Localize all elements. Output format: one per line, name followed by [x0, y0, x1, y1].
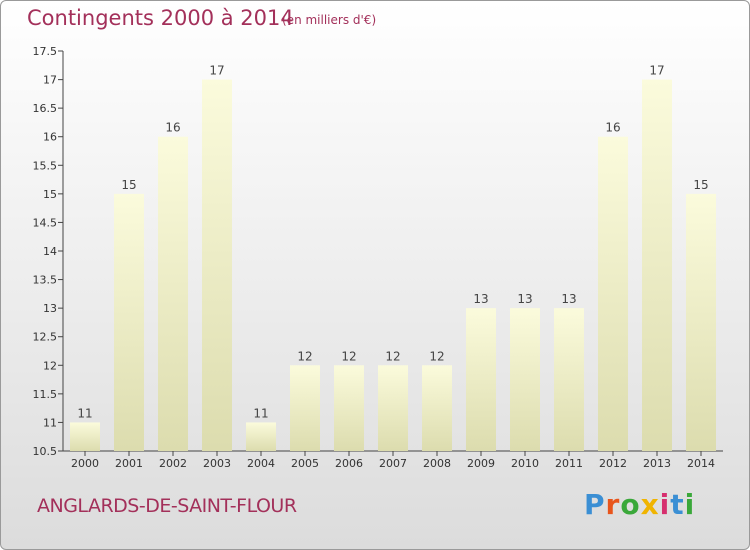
bar-value-label: 11	[253, 406, 268, 420]
x-tick-label: 2004	[247, 457, 275, 470]
y-tick-label: 13.5	[33, 274, 58, 287]
logo-letter: t	[670, 488, 685, 521]
bar	[686, 193, 716, 451]
chart-subtitle: (en milliers d'€)	[282, 13, 377, 27]
x-tick-label: 2005	[291, 457, 319, 470]
commune-name: ANGLARDS-DE-SAINT-FLOUR	[37, 495, 297, 517]
x-tick-label: 2011	[555, 457, 583, 470]
bar-value-label: 16	[165, 121, 180, 135]
bar	[642, 79, 672, 452]
logo-letter: x	[640, 488, 660, 521]
bar-value-label: 13	[473, 292, 488, 306]
y-tick-label: 12	[43, 359, 57, 372]
bar	[378, 365, 408, 451]
bar	[554, 308, 584, 451]
y-tick-label: 17	[43, 74, 57, 87]
bar	[334, 365, 364, 451]
y-tick-label: 15	[43, 188, 57, 201]
bar-value-label: 12	[297, 349, 312, 363]
bar	[158, 136, 188, 451]
bar	[598, 136, 628, 451]
x-tick-label: 2006	[335, 457, 363, 470]
x-tick-label: 2013	[643, 457, 671, 470]
x-tick-label: 2008	[423, 457, 451, 470]
bar	[422, 365, 452, 451]
bar	[290, 365, 320, 451]
x-tick-label: 2010	[511, 457, 539, 470]
y-tick-label: 15.5	[33, 159, 58, 172]
logo-letter: i	[659, 488, 671, 521]
y-tick-label: 16	[43, 131, 57, 144]
proxiti-logo[interactable]: Proxiti	[584, 488, 695, 521]
bar-value-label: 17	[209, 64, 224, 78]
bar-value-label: 12	[429, 349, 444, 363]
bar-value-label: 16	[605, 121, 620, 135]
bar	[70, 422, 100, 451]
y-tick-label: 13	[43, 302, 57, 315]
logo-letter: P	[584, 488, 606, 521]
y-tick-label: 16.5	[33, 102, 58, 115]
x-tick-label: 2007	[379, 457, 407, 470]
x-tick-label: 2003	[203, 457, 231, 470]
chart-title: Contingents 2000 à 2014	[27, 6, 294, 30]
x-tick-label: 2002	[159, 457, 187, 470]
bar-value-label: 12	[341, 349, 356, 363]
bar-value-label: 12	[385, 349, 400, 363]
logo-letter: r	[605, 488, 621, 521]
logo-letter: o	[620, 488, 641, 521]
y-tick-label: 14	[43, 245, 57, 258]
y-tick-label: 11.5	[33, 388, 58, 401]
bar	[114, 193, 144, 451]
bar	[246, 422, 276, 451]
x-tick-label: 2014	[687, 457, 715, 470]
x-tick-label: 2001	[115, 457, 143, 470]
y-tick-label: 11	[43, 416, 57, 429]
bar-value-label: 11	[77, 406, 92, 420]
bar-value-label: 17	[649, 64, 664, 78]
y-tick-label: 14.5	[33, 216, 58, 229]
bar	[466, 308, 496, 451]
y-tick-label: 10.5	[33, 445, 58, 458]
logo-letter: i	[684, 488, 696, 521]
y-tick-label: 12.5	[33, 331, 58, 344]
y-tick-label: 17.5	[33, 45, 58, 58]
bar-value-label: 13	[517, 292, 532, 306]
bar-value-label: 13	[561, 292, 576, 306]
bar-value-label: 15	[121, 178, 136, 192]
x-tick-label: 2012	[599, 457, 627, 470]
x-tick-label: 2009	[467, 457, 495, 470]
bar	[202, 79, 232, 452]
x-tick-label: 2000	[71, 457, 99, 470]
bar-value-label: 15	[693, 178, 708, 192]
bar	[510, 308, 540, 451]
